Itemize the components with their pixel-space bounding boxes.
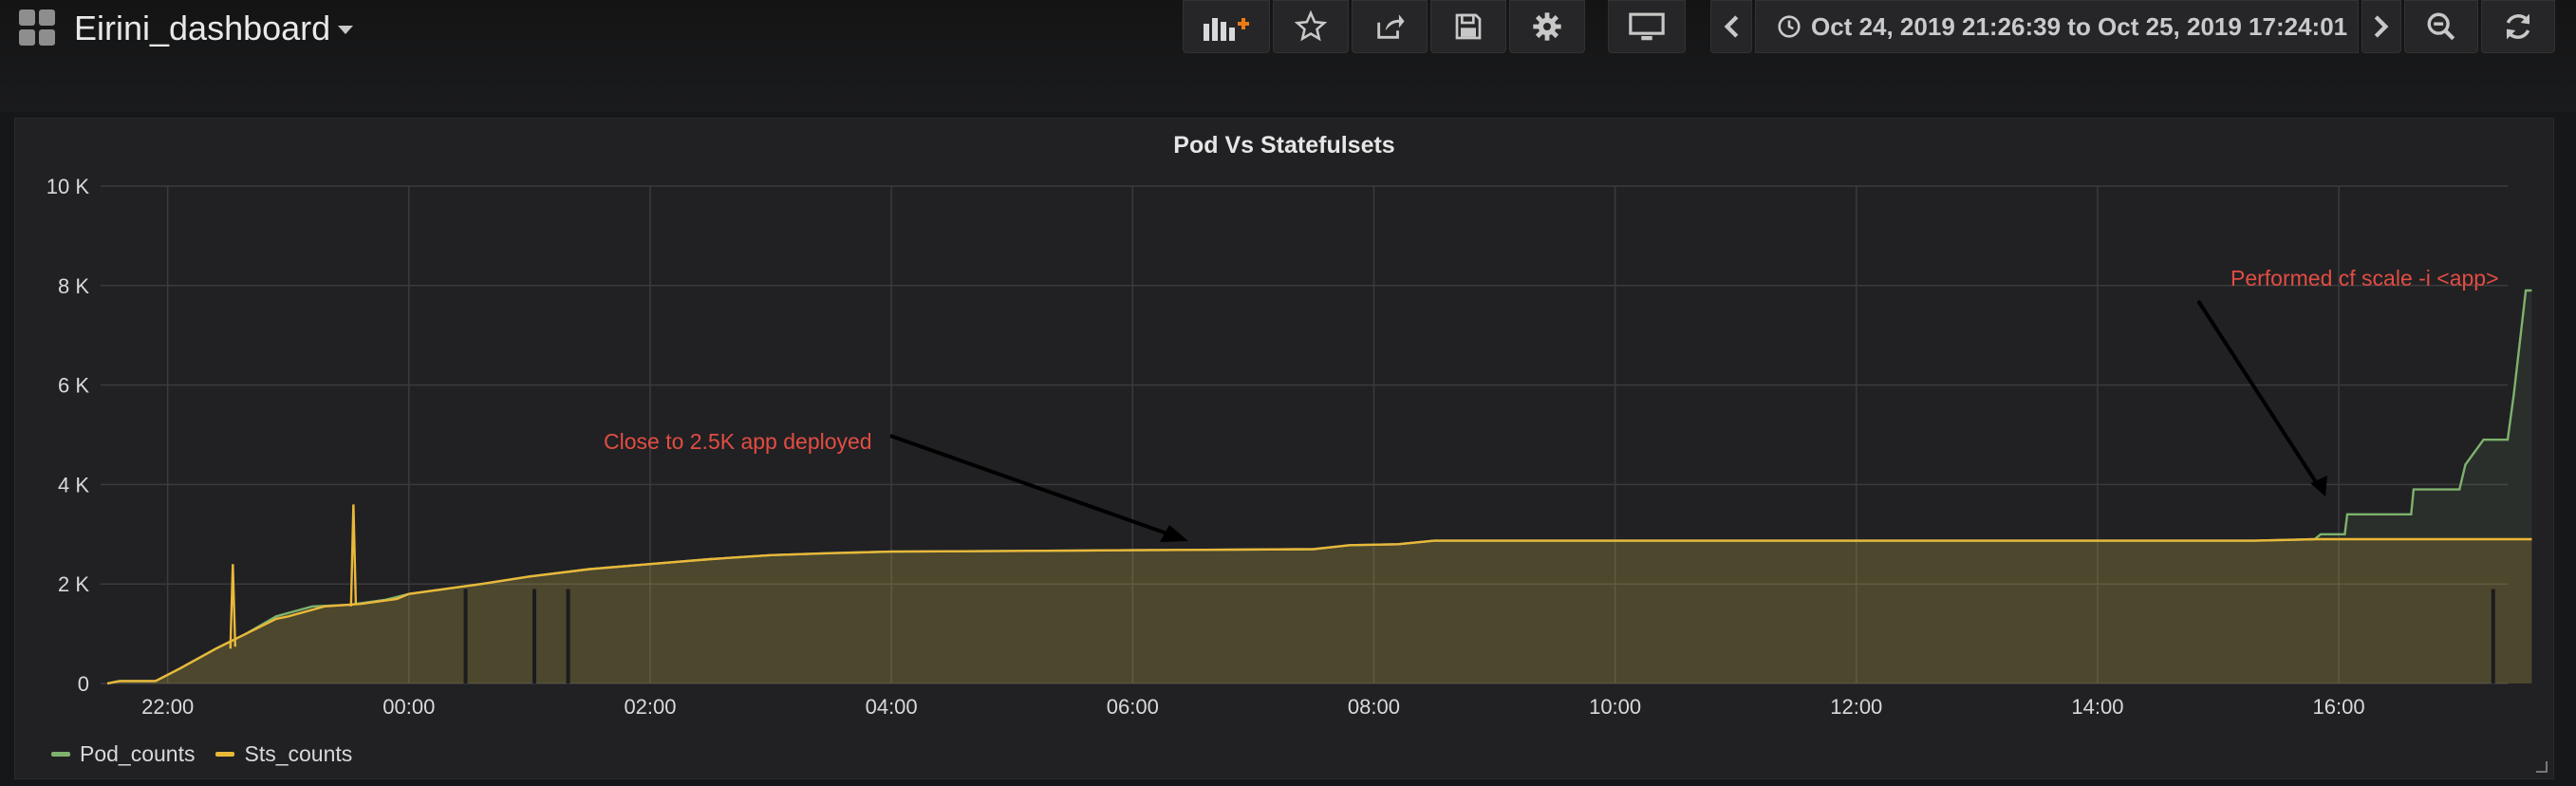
series-spike [349,504,358,607]
annotation-text: Close to 2.5K app deployed [604,429,872,454]
zoom-out-icon [2427,12,2455,41]
y-tick-label: 2 K [58,572,89,596]
gear-icon [1533,12,1561,41]
zoom-out-button[interactable] [2404,0,2478,53]
series-area-Sts_counts [107,539,2532,683]
add-panel-icon [1204,18,1249,41]
arrowhead-icon [1160,525,1188,542]
x-tick-label: 14:00 [2071,695,2123,719]
settings-button[interactable] [1509,0,1585,53]
time-range-text: Oct 24, 2019 21:26:39 to Oct 25, 2019 17… [1811,11,2348,41]
share-button[interactable] [1352,0,1428,53]
refresh-button[interactable] [2481,0,2555,53]
panel-resize-handle[interactable] [2536,761,2548,773]
add-panel-button[interactable] [1183,0,1270,53]
y-tick-label: 4 K [58,473,89,496]
x-tick-label: 12:00 [1830,695,1882,719]
dashboard-title[interactable]: Eirini_dashboard [74,9,331,47]
x-tick-label: 06:00 [1107,695,1159,719]
chart-area: 0 2 K 4 K 6 K 8 K 10 K 22:00 00:00 02:00 04:00 06:… [47,175,2532,719]
legend-item-sts-counts[interactable]: Sts_counts [215,741,352,767]
refresh-icon [2506,13,2530,40]
chevron-right-icon [2374,15,2389,38]
dashboards-grid-icon[interactable] [19,9,57,47]
legend-label: Sts_counts [244,741,353,766]
time-forward-button[interactable] [2361,0,2401,53]
x-tick-label: 16:00 [2313,695,2365,719]
share-icon [1377,14,1405,39]
x-tick-label: 10:00 [1589,695,1641,719]
tv-mode-icon [1629,12,1665,41]
save-button[interactable] [1430,0,1506,53]
legend-swatch [215,752,235,757]
annotation-text: Performed cf scale -i <app> [2231,266,2499,290]
panel-title[interactable]: Pod Vs Statefulsets [1173,132,1395,159]
top-navbar: Eirini_dashboard [0,0,2576,112]
time-range-picker[interactable]: Oct 24, 2019 21:26:39 to Oct 25, 2019 17… [1755,0,2359,53]
legend-item-pod-counts[interactable]: Pod_counts [51,741,195,767]
x-tick-label: 22:00 [141,695,194,719]
view-mode-button[interactable] [1608,0,1686,53]
x-tick-label: 02:00 [624,695,676,719]
x-tick-label: 04:00 [866,695,918,719]
annotation-arrow [2196,299,2320,487]
time-back-button[interactable] [1710,0,1752,53]
x-tick-label: 00:00 [383,695,435,719]
graph-panel: Pod Vs Statefulsets 0 2 K 4 K 6 K 8 K 10 K 22:… [14,118,2554,779]
series-area-Pod_counts [107,290,2532,683]
clock-icon [1778,15,1801,38]
chart-legend: Pod_counts Sts_counts [51,741,352,767]
y-tick-label: 8 K [58,274,89,298]
chevron-down-icon[interactable] [338,26,353,34]
star-icon [1295,10,1327,42]
annotation-arrow [889,434,1176,538]
star-button[interactable] [1273,0,1349,53]
series-spike [229,564,237,649]
arrowhead-icon [2310,476,2327,496]
y-tick-label: 6 K [58,374,89,398]
save-icon [1455,13,1482,40]
x-tick-label: 08:00 [1348,695,1400,719]
y-tick-label: 0 [78,672,89,696]
legend-swatch [51,752,70,757]
legend-label: Pod_counts [80,741,196,766]
series-line-Sts_counts [106,537,2532,685]
y-tick-label: 10 K [47,175,90,198]
chevron-left-icon [1724,15,1739,38]
